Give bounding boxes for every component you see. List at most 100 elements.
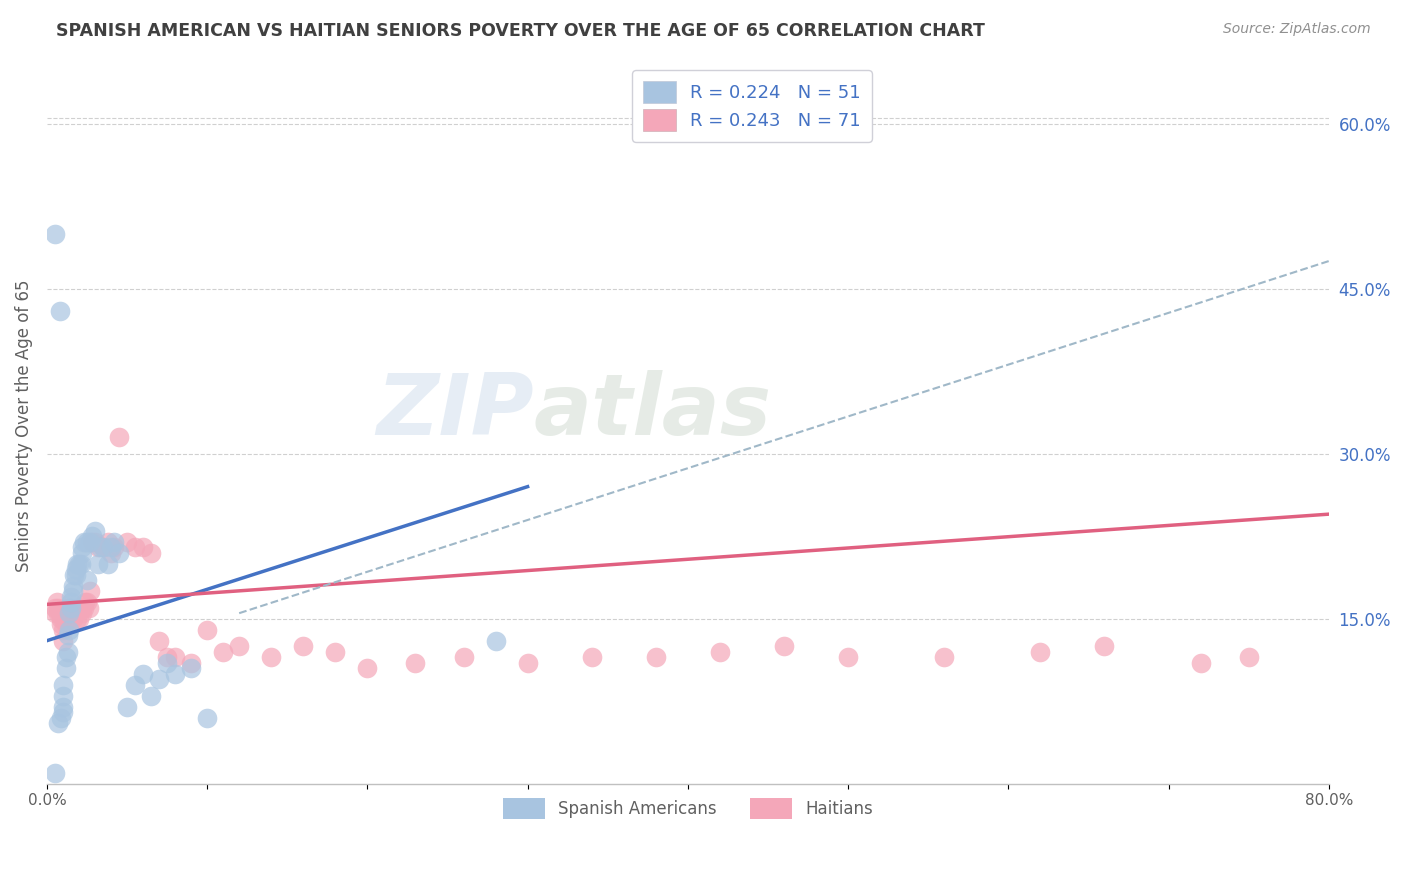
- Point: [934, 650, 956, 665]
- Point: [76, 595, 98, 609]
- Point: [44, 606, 66, 620]
- Point: [59, 600, 82, 615]
- Point: [100, 540, 122, 554]
- Point: [65, 606, 87, 620]
- Point: [59, 606, 82, 620]
- Point: [62, 612, 84, 626]
- Point: [55, 650, 77, 665]
- Point: [103, 540, 125, 554]
- Point: [55, 617, 77, 632]
- Point: [156, 650, 179, 665]
- Point: [165, 650, 187, 665]
- Point: [51, 617, 73, 632]
- Point: [156, 656, 179, 670]
- Point: [52, 623, 75, 637]
- Point: [84, 534, 107, 549]
- Point: [148, 633, 170, 648]
- Point: [58, 606, 80, 620]
- Point: [52, 705, 75, 719]
- Text: SPANISH AMERICAN VS HAITIAN SENIORS POVERTY OVER THE AGE OF 65 CORRELATION CHART: SPANISH AMERICAN VS HAITIAN SENIORS POVE…: [56, 22, 986, 40]
- Point: [484, 633, 506, 648]
- Point: [66, 557, 89, 571]
- Point: [100, 546, 122, 560]
- Text: Source: ZipAtlas.com: Source: ZipAtlas.com: [1223, 22, 1371, 37]
- Point: [228, 639, 250, 653]
- Point: [581, 650, 603, 665]
- Point: [103, 534, 125, 549]
- Point: [70, 606, 93, 620]
- Point: [773, 639, 796, 653]
- Point: [80, 529, 103, 543]
- Point: [115, 534, 138, 549]
- Point: [356, 661, 378, 675]
- Point: [51, 612, 73, 626]
- Point: [59, 595, 82, 609]
- Point: [63, 606, 86, 620]
- Point: [67, 557, 90, 571]
- Point: [108, 546, 131, 560]
- Point: [52, 689, 75, 703]
- Point: [67, 612, 90, 626]
- Point: [48, 303, 70, 318]
- Point: [52, 678, 75, 692]
- Point: [139, 689, 162, 703]
- Point: [837, 650, 859, 665]
- Point: [76, 534, 98, 549]
- Point: [1094, 639, 1116, 653]
- Point: [46, 600, 69, 615]
- Point: [87, 540, 110, 554]
- Point: [69, 557, 91, 571]
- Point: [79, 534, 101, 549]
- Point: [59, 590, 82, 604]
- Point: [180, 661, 202, 675]
- Point: [97, 557, 120, 571]
- Point: [323, 645, 346, 659]
- Point: [58, 623, 80, 637]
- Point: [195, 623, 218, 637]
- Point: [132, 540, 155, 554]
- Point: [453, 650, 475, 665]
- Point: [404, 656, 426, 670]
- Point: [97, 534, 120, 549]
- Point: [195, 711, 218, 725]
- Text: ZIP: ZIP: [377, 370, 534, 453]
- Point: [44, 600, 66, 615]
- Point: [80, 534, 103, 549]
- Point: [124, 678, 146, 692]
- Point: [52, 633, 75, 648]
- Point: [53, 606, 76, 620]
- Point: [292, 639, 315, 653]
- Point: [65, 567, 87, 582]
- Point: [139, 546, 162, 560]
- Point: [56, 606, 79, 620]
- Point: [56, 628, 79, 642]
- Point: [77, 600, 100, 615]
- Point: [67, 600, 90, 615]
- Y-axis label: Seniors Poverty Over the Age of 65: Seniors Poverty Over the Age of 65: [15, 280, 32, 573]
- Point: [73, 534, 96, 549]
- Point: [1029, 645, 1052, 659]
- Point: [52, 699, 75, 714]
- Point: [1189, 656, 1212, 670]
- Point: [45, 595, 67, 609]
- Point: [516, 656, 538, 670]
- Point: [62, 606, 84, 620]
- Point: [124, 540, 146, 554]
- Point: [89, 540, 111, 554]
- Point: [44, 227, 66, 241]
- Point: [55, 612, 77, 626]
- Point: [62, 579, 84, 593]
- Point: [56, 600, 79, 615]
- Point: [58, 600, 80, 615]
- Point: [91, 540, 114, 554]
- Point: [62, 584, 84, 599]
- Point: [132, 666, 155, 681]
- Point: [260, 650, 283, 665]
- Point: [70, 540, 93, 554]
- Point: [76, 573, 98, 587]
- Point: [108, 430, 131, 444]
- Point: [79, 584, 101, 599]
- Point: [63, 567, 86, 582]
- Point: [59, 612, 82, 626]
- Legend: Spanish Americans, Haitians: Spanish Americans, Haitians: [496, 792, 879, 825]
